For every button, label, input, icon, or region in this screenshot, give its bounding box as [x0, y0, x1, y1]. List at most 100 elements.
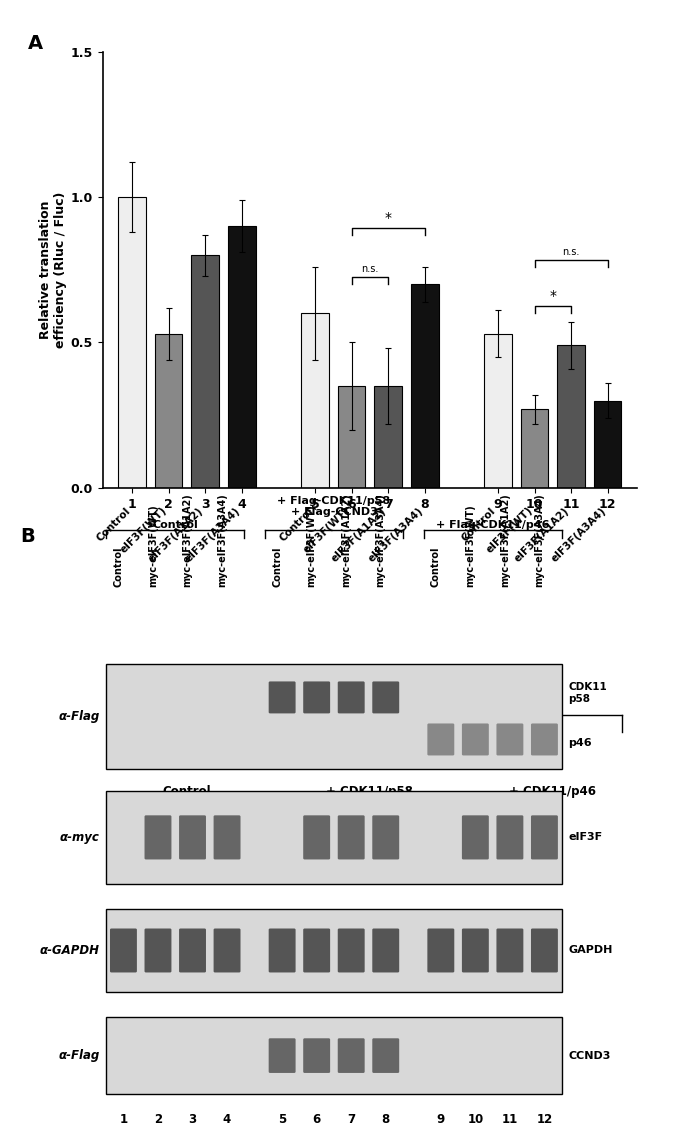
Text: Control: Control: [431, 546, 441, 588]
FancyBboxPatch shape: [179, 929, 206, 972]
FancyBboxPatch shape: [372, 1038, 399, 1073]
Text: myc-eIF3F(A1A2): myc-eIF3F(A1A2): [341, 494, 351, 588]
Text: 11: 11: [502, 1112, 518, 1126]
FancyBboxPatch shape: [372, 682, 399, 713]
Bar: [106, 909, 562, 992]
Text: *: *: [549, 289, 556, 303]
FancyBboxPatch shape: [338, 815, 364, 860]
Text: eIF3F(A3A4): eIF3F(A3A4): [549, 505, 608, 564]
FancyBboxPatch shape: [269, 1038, 296, 1073]
Text: 6: 6: [312, 1112, 321, 1126]
Text: 3: 3: [188, 1112, 197, 1126]
Text: CDK11
p58: CDK11 p58: [569, 682, 608, 704]
FancyBboxPatch shape: [303, 929, 330, 972]
Text: 5: 5: [278, 1112, 286, 1126]
FancyBboxPatch shape: [338, 682, 364, 713]
FancyBboxPatch shape: [372, 929, 399, 972]
Bar: [521, 410, 548, 488]
FancyBboxPatch shape: [338, 1038, 364, 1073]
Text: 12: 12: [536, 1112, 553, 1126]
Bar: [594, 401, 621, 488]
Bar: [484, 334, 512, 488]
Text: + CDK11/p46: + CDK11/p46: [510, 784, 597, 798]
Bar: [106, 664, 562, 769]
Text: p46: p46: [569, 738, 592, 747]
Text: Control: Control: [277, 505, 315, 543]
FancyBboxPatch shape: [462, 815, 489, 860]
Text: Control: Control: [162, 784, 211, 798]
Text: α-Flag: α-Flag: [58, 709, 99, 723]
Text: α-GAPDH: α-GAPDH: [39, 944, 99, 957]
Bar: [119, 197, 146, 488]
Text: myc-eIF3F(WT): myc-eIF3F(WT): [307, 505, 316, 588]
Text: Control: Control: [460, 505, 498, 543]
FancyBboxPatch shape: [427, 723, 454, 755]
Text: eIF3F(A3A4): eIF3F(A3A4): [184, 505, 242, 564]
Text: 9: 9: [437, 1112, 445, 1126]
FancyBboxPatch shape: [497, 929, 523, 972]
FancyBboxPatch shape: [269, 682, 296, 713]
Text: eIF3F(A3A4): eIF3F(A3A4): [366, 505, 425, 564]
Text: myc-eIF3F(A1A2): myc-eIF3F(A1A2): [182, 494, 192, 588]
Text: eIF3F(WT): eIF3F(WT): [301, 505, 351, 556]
FancyBboxPatch shape: [497, 815, 523, 860]
Text: Control: Control: [95, 505, 132, 543]
Text: eIF3F(A1A2): eIF3F(A1A2): [147, 505, 206, 564]
FancyBboxPatch shape: [179, 815, 206, 860]
Text: + CDK11/p58
+ CCND3: + CDK11/p58 + CCND3: [326, 784, 414, 813]
Bar: [106, 791, 562, 884]
Text: myc-eIF3F(WT): myc-eIF3F(WT): [148, 505, 158, 588]
Text: Control: Control: [272, 546, 282, 588]
Y-axis label: Relative translation
efficiency (Rluc / Fluc): Relative translation efficiency (Rluc / …: [38, 192, 66, 348]
Text: α-myc: α-myc: [60, 831, 99, 844]
Text: n.s.: n.s.: [562, 247, 580, 257]
Text: myc-eIF3F(A3A4): myc-eIF3F(A3A4): [534, 494, 545, 588]
Text: 10: 10: [467, 1112, 484, 1126]
Bar: [338, 386, 365, 488]
FancyBboxPatch shape: [110, 929, 137, 972]
Bar: [192, 255, 219, 488]
FancyBboxPatch shape: [303, 682, 330, 713]
FancyBboxPatch shape: [427, 929, 454, 972]
FancyBboxPatch shape: [531, 929, 558, 972]
Text: 1: 1: [119, 1112, 127, 1126]
Bar: [106, 1017, 562, 1094]
Bar: [375, 386, 402, 488]
Text: myc-eIF3F(A3A4): myc-eIF3F(A3A4): [217, 494, 227, 588]
Bar: [301, 313, 329, 488]
Text: myc-eIF3F(WT): myc-eIF3F(WT): [465, 505, 475, 588]
FancyBboxPatch shape: [338, 929, 364, 972]
FancyBboxPatch shape: [531, 815, 558, 860]
Text: 8: 8: [382, 1112, 390, 1126]
Text: eIF3F(A1A2): eIF3F(A1A2): [330, 505, 388, 564]
FancyBboxPatch shape: [145, 815, 171, 860]
Bar: [411, 285, 438, 488]
Text: CCND3: CCND3: [569, 1050, 611, 1061]
FancyBboxPatch shape: [145, 929, 171, 972]
Text: + Flag-CDK11/p46: + Flag-CDK11/p46: [436, 520, 549, 530]
FancyBboxPatch shape: [531, 723, 558, 755]
Text: *: *: [385, 211, 392, 225]
Text: eIF3F(A1A2): eIF3F(A1A2): [513, 505, 571, 564]
Bar: [155, 334, 182, 488]
Text: 7: 7: [347, 1112, 356, 1126]
FancyBboxPatch shape: [214, 815, 240, 860]
Text: GAPDH: GAPDH: [569, 946, 613, 955]
FancyBboxPatch shape: [303, 1038, 330, 1073]
Text: myc-eIF3F(A1A2): myc-eIF3F(A1A2): [500, 494, 510, 588]
Text: myc-eIF3F(A3A4): myc-eIF3F(A3A4): [376, 494, 386, 588]
Text: 4: 4: [223, 1112, 231, 1126]
Text: eIF3F(WT): eIF3F(WT): [119, 505, 169, 556]
Text: n.s.: n.s.: [361, 264, 379, 274]
FancyBboxPatch shape: [303, 815, 330, 860]
FancyBboxPatch shape: [497, 723, 523, 755]
Bar: [228, 226, 256, 488]
Text: α-Flag: α-Flag: [58, 1049, 99, 1062]
FancyBboxPatch shape: [462, 929, 489, 972]
FancyBboxPatch shape: [214, 929, 240, 972]
Bar: [558, 346, 585, 488]
Text: 2: 2: [154, 1112, 162, 1126]
Text: + Flag-CDK11/p58
+ Flag-CCND3: + Flag-CDK11/p58 + Flag-CCND3: [277, 496, 390, 518]
FancyBboxPatch shape: [372, 815, 399, 860]
Text: Control: Control: [114, 546, 123, 588]
